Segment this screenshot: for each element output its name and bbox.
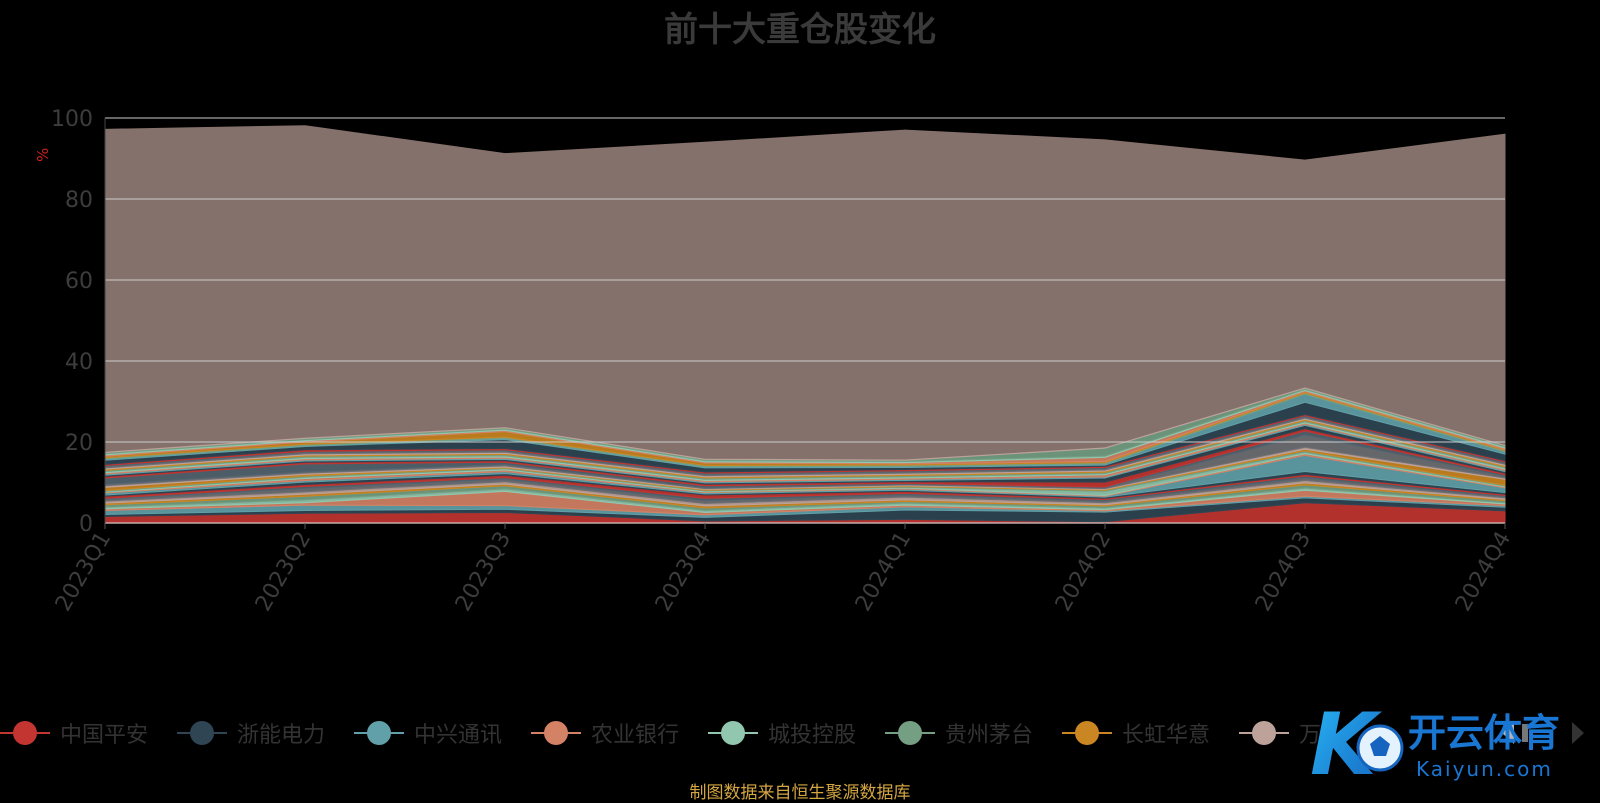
x-tick-label: 2024Q4 (1451, 528, 1516, 616)
legend-prev-icon[interactable] (1502, 722, 1514, 744)
legend: 中国平安 浙能电力 中兴通讯 农业银行 城投控股 贵州茅台 长虹华意 万... (0, 716, 1600, 750)
x-tick-label: 2024Q1 (851, 528, 916, 616)
legend-marker-icon (1239, 716, 1289, 750)
legend-item[interactable]: 城投控股 (708, 716, 856, 750)
y-tick-label: 80 (65, 188, 93, 213)
legend-item[interactable]: 中国平安 (0, 716, 148, 750)
y-tick-label: 0 (79, 512, 93, 537)
area-series-39 (104, 125, 1506, 460)
legend-label: 中国平安 (60, 723, 149, 748)
data-source-note: 制图数据来自恒生聚源数据库 (689, 783, 911, 803)
legend-item[interactable]: 贵州茅台 (885, 716, 1033, 750)
watermark-brand-cn: 开云体育 (1408, 711, 1560, 755)
legend-item[interactable]: 万... (1239, 716, 1342, 750)
legend-label: 农业银行 (591, 723, 680, 748)
legend-label: 长虹华意 (1122, 723, 1211, 748)
x-tick-label: 2023Q2 (251, 528, 316, 616)
x-tick-label: 2024Q2 (1051, 528, 1116, 616)
y-tick-label: 20 (65, 431, 93, 456)
y-tick-label: 100 (51, 107, 93, 132)
legend-marker-icon (354, 716, 404, 750)
chart-title: 前十大重仓股变化 (664, 10, 936, 50)
legend-page-indicator (1522, 724, 1528, 742)
watermark-brand-en: Kaiyun.com (1416, 757, 1553, 781)
legend-label: 万... (1299, 723, 1342, 748)
y-tick-label: 40 (65, 350, 93, 375)
legend-label: 浙能电力 (237, 723, 326, 748)
legend-marker-icon (708, 716, 758, 750)
legend-label: 中兴通讯 (414, 723, 503, 748)
legend-next-icon[interactable] (1572, 722, 1584, 744)
legend-marker-icon (885, 716, 935, 750)
y-tick-label: 60 (65, 269, 93, 294)
legend-item[interactable]: 浙能电力 (177, 716, 325, 750)
legend-item[interactable]: 长虹华意 (1062, 716, 1210, 750)
legend-marker-icon (0, 716, 50, 750)
y-axis-unit: % (34, 148, 52, 162)
legend-marker-icon (177, 716, 227, 750)
x-tick-label: 2023Q1 (51, 528, 116, 616)
legend-item[interactable]: 中兴通讯 (354, 716, 502, 750)
legend-item[interactable]: 农业银行 (531, 716, 679, 750)
legend-marker-icon (1062, 716, 1112, 750)
kaiyun-watermark: K 开云体育 Kaiyun.com (1310, 700, 1560, 790)
legend-label: 贵州茅台 (945, 723, 1034, 748)
x-tick-label: 2023Q4 (651, 528, 716, 616)
legend-marker-icon (531, 716, 581, 750)
legend-label: 城投控股 (768, 723, 857, 748)
x-tick-label: 2024Q3 (1251, 528, 1316, 616)
x-tick-label: 2023Q3 (451, 528, 516, 616)
legend-pager[interactable] (1496, 718, 1592, 748)
